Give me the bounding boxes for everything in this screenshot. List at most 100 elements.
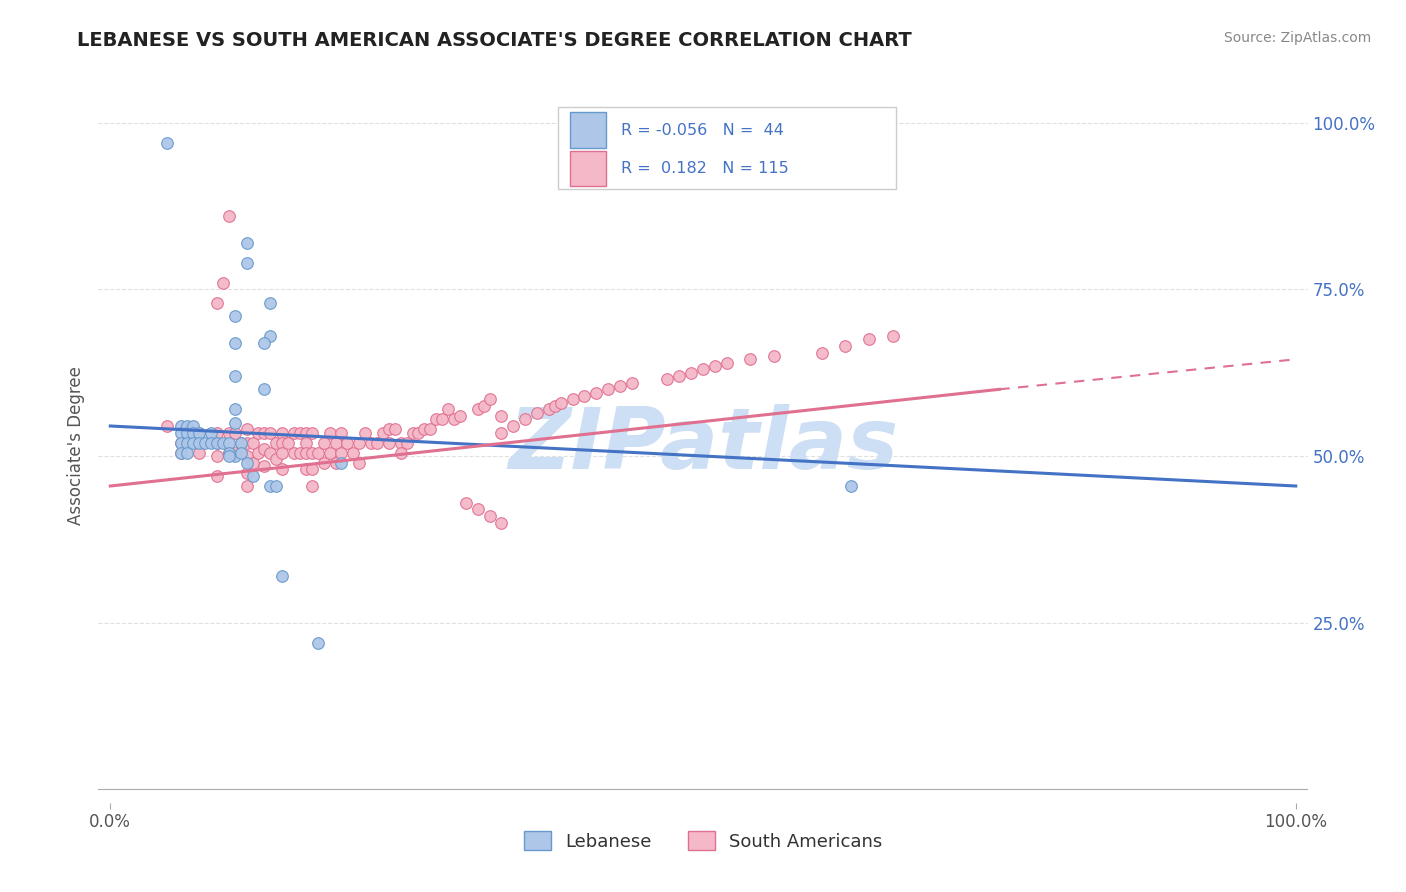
Legend: Lebanese, South Americans: Lebanese, South Americans [516,824,890,858]
Point [235,479,257,493]
Point [253,458,276,473]
Point [188,435,211,450]
Text: ZIPatlas: ZIPatlas [508,404,898,488]
Point [472,399,495,413]
Point [200,425,222,440]
Point [295,462,318,476]
Point [318,445,340,459]
Point [432,412,454,426]
Point [467,402,489,417]
Point [205,295,228,310]
Point [657,372,679,386]
Point [574,389,596,403]
Point [194,435,217,450]
Point [544,399,567,413]
Point [253,382,276,396]
Point [264,435,287,450]
Point [242,469,264,483]
Point [449,409,471,423]
Point [235,255,257,269]
Point [259,329,281,343]
Point [212,276,235,290]
Point [224,449,246,463]
Point [242,435,264,450]
Point [561,392,583,407]
Point [598,382,620,396]
Point [218,209,240,223]
Point [170,425,193,440]
Point [609,379,631,393]
Point [681,366,703,380]
Point [181,419,204,434]
Point [247,445,270,459]
Point [271,569,294,583]
Point [188,425,211,440]
Point [692,362,714,376]
Point [176,435,198,450]
Point [259,445,281,459]
Point [156,419,179,434]
Point [307,636,329,650]
Point [229,445,252,459]
Point [858,332,880,346]
Point [336,435,359,450]
Point [537,402,560,417]
Point [235,422,257,436]
Point [330,425,353,440]
Point [443,412,465,426]
Point [259,425,281,440]
Point [176,425,198,440]
Point [218,445,240,459]
Point [181,425,204,440]
Point [585,385,607,400]
Point [224,335,246,350]
Point [740,352,762,367]
Point [235,466,257,480]
Point [307,445,329,459]
Point [205,469,228,483]
Point [325,456,347,470]
Point [288,445,311,459]
Point [288,425,311,440]
Point [301,445,323,459]
Point [668,368,690,383]
Point [271,435,294,450]
Text: Source: ZipAtlas.com: Source: ZipAtlas.com [1223,31,1371,45]
Point [170,445,193,459]
Point [218,445,240,459]
Point [318,425,340,440]
Point [360,435,382,450]
Point [253,335,276,350]
Point [156,136,179,150]
Point [491,409,513,423]
Point [703,359,725,373]
Point [170,419,193,434]
Point [188,425,211,440]
Point [378,422,401,436]
Point [205,425,228,440]
Point [188,445,211,459]
Point [235,449,257,463]
Point [283,445,305,459]
Point [347,435,370,450]
Point [763,349,786,363]
Point [478,392,501,407]
Point [301,479,323,493]
Point [229,435,252,450]
Point [205,435,228,450]
Point [224,416,246,430]
Point [330,445,353,459]
Point [467,502,489,516]
Point [437,402,460,417]
Point [419,422,441,436]
Point [330,456,353,470]
Point [312,456,335,470]
Point [218,449,240,463]
Point [242,456,264,470]
Point [271,425,294,440]
Point [259,295,281,310]
Point [413,422,436,436]
FancyBboxPatch shape [569,151,606,186]
Point [389,445,412,459]
Point [176,445,198,459]
